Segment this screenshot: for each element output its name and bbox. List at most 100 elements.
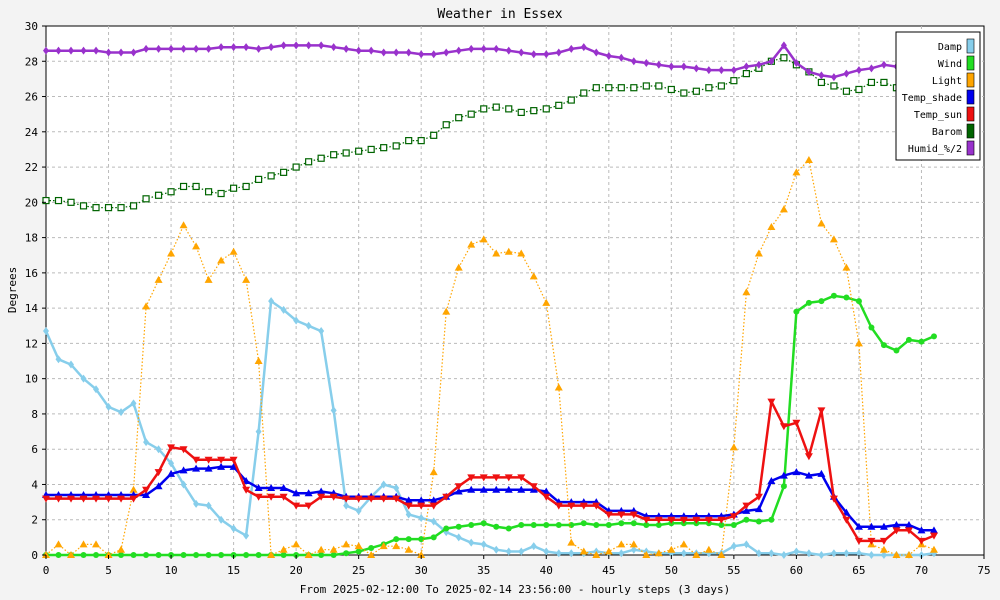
data-point-temp-shade: [142, 491, 151, 499]
data-point-humid-2: [193, 44, 200, 53]
data-point-temp-sun: [404, 502, 413, 510]
data-point-temp-sun: [529, 483, 538, 491]
data-point-humid-2: [430, 50, 437, 59]
data-point-wind: [743, 516, 750, 523]
data-point-temp-shade: [892, 521, 901, 529]
series-light: [42, 156, 938, 558]
data-point-damp: [330, 406, 337, 415]
data-point-barom: [117, 204, 125, 212]
data-point-barom: [154, 191, 163, 199]
data-point-light: [79, 540, 88, 548]
data-point-light: [842, 263, 851, 271]
data-point-light: [779, 205, 788, 213]
data-point-temp-sun: [392, 495, 401, 503]
data-point-light: [417, 551, 426, 558]
data-point-barom: [92, 204, 100, 212]
data-point-humid-2: [830, 73, 837, 82]
data-point-wind: [593, 522, 600, 529]
data-point-temp-sun: [629, 511, 638, 519]
data-point-damp: [380, 480, 387, 489]
data-point-light: [904, 551, 913, 558]
y-tick-label: 2: [31, 514, 38, 527]
data-point-temp-shade: [517, 485, 526, 493]
legend-label: Light: [932, 76, 962, 87]
x-axis-label: From 2025-02-12:00 To 2025-02-14 23:56:0…: [300, 583, 730, 596]
x-tick-label: 10: [164, 564, 177, 577]
data-point-barom: [54, 196, 63, 205]
data-point-temp-sun: [804, 453, 813, 461]
data-point-wind: [543, 522, 550, 529]
data-point-humid-2: [230, 43, 237, 52]
data-point-wind: [455, 523, 462, 530]
data-point-temp-sun: [167, 444, 176, 452]
data-point-wind: [118, 552, 125, 558]
data-point-damp: [268, 297, 275, 306]
data-point-humid-2: [180, 44, 187, 53]
data-point-humid-2: [805, 67, 812, 76]
data-point-damp: [730, 542, 737, 551]
data-point-barom: [204, 188, 213, 196]
legend-label: Barom: [932, 127, 962, 138]
data-point-light: [679, 540, 688, 548]
data-point-temp-shade: [229, 462, 238, 470]
data-point-damp: [343, 501, 350, 510]
data-point-humid-2: [168, 44, 175, 53]
data-point-wind: [555, 522, 562, 529]
y-tick-label: 4: [31, 478, 38, 491]
data-point-temp-shade: [904, 521, 913, 529]
data-point-temp-sun: [129, 495, 138, 503]
data-point-light: [692, 551, 701, 558]
data-point-temp-sun: [179, 446, 188, 454]
data-point-damp: [468, 538, 475, 547]
data-point-damp: [793, 547, 800, 556]
data-point-light: [379, 542, 388, 550]
data-point-damp: [180, 480, 187, 489]
y-tick-label: 30: [25, 20, 38, 33]
data-point-wind: [818, 298, 825, 305]
data-point-temp-sun: [854, 537, 863, 545]
data-point-humid-2: [543, 50, 550, 59]
data-point-temp-sun: [654, 516, 663, 524]
data-point-light: [392, 542, 401, 550]
data-point-barom: [417, 137, 425, 145]
data-point-light: [592, 551, 601, 558]
data-point-temp-sun: [742, 502, 751, 510]
data-point-humid-2: [355, 46, 362, 55]
data-point-humid-2: [318, 41, 325, 50]
data-point-barom: [305, 158, 313, 166]
series-line-light: [45, 159, 935, 556]
data-point-damp: [68, 360, 75, 369]
data-point-temp-sun: [367, 495, 376, 503]
data-point-temp-sun: [554, 502, 563, 510]
data-point-temp-sun: [354, 495, 363, 503]
data-point-wind: [443, 525, 450, 532]
data-point-temp-sun: [104, 495, 113, 503]
data-point-light: [492, 249, 501, 257]
data-point-temp-sun: [692, 516, 701, 524]
data-point-light: [479, 235, 488, 243]
data-point-temp-shade: [742, 506, 751, 514]
data-point-humid-2: [143, 44, 150, 53]
data-point-temp-shade: [317, 487, 326, 495]
data-point-damp: [880, 551, 887, 559]
data-point-wind: [430, 534, 437, 541]
data-point-wind: [843, 294, 850, 301]
data-point-damp: [130, 399, 137, 408]
data-point-barom: [455, 114, 463, 122]
x-tick-label: 15: [227, 564, 240, 577]
data-point-wind: [130, 552, 137, 558]
data-point-barom: [817, 78, 826, 87]
data-point-barom: [142, 195, 150, 203]
data-point-barom: [655, 82, 663, 90]
data-point-humid-2: [693, 64, 700, 73]
data-point-temp-sun: [642, 516, 651, 524]
data-point-light: [104, 551, 113, 558]
data-point-barom: [580, 89, 588, 97]
data-point-temp-shade: [504, 485, 513, 493]
data-point-temp-sun: [479, 474, 488, 482]
data-point-wind: [468, 522, 475, 529]
data-point-temp-sun: [667, 516, 676, 524]
data-point-temp-sun: [204, 456, 213, 464]
data-point-temp-sun: [754, 493, 763, 501]
data-point-damp: [255, 427, 262, 436]
